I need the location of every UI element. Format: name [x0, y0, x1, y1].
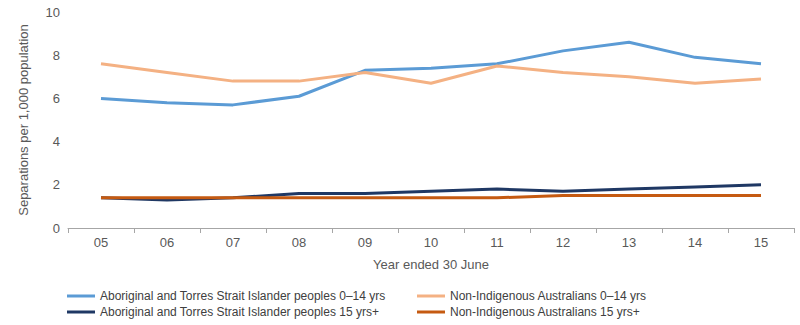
svg-text:2: 2 [53, 177, 60, 192]
svg-text:Separations per 1,000 populati: Separations per 1,000 population [16, 24, 31, 216]
svg-text:12: 12 [556, 235, 570, 250]
svg-text:07: 07 [226, 235, 240, 250]
svg-text:Aboriginal and Torres Strait I: Aboriginal and Torres Strait Islander pe… [100, 289, 385, 303]
svg-text:Year ended 30 June: Year ended 30 June [373, 257, 489, 272]
svg-text:Non-Indigenous Australians 0–1: Non-Indigenous Australians 0–14 yrs [450, 289, 646, 303]
svg-text:0: 0 [53, 221, 60, 236]
svg-text:8: 8 [53, 48, 60, 63]
svg-text:11: 11 [490, 235, 504, 250]
svg-text:13: 13 [622, 235, 636, 250]
svg-text:05: 05 [94, 235, 108, 250]
svg-text:10: 10 [46, 5, 60, 20]
svg-text:6: 6 [53, 91, 60, 106]
svg-text:08: 08 [292, 235, 306, 250]
svg-text:09: 09 [358, 235, 372, 250]
svg-text:15: 15 [754, 235, 768, 250]
svg-text:14: 14 [688, 235, 702, 250]
svg-text:Non-Indigenous Australians 15: Non-Indigenous Australians 15 yrs+ [450, 305, 640, 319]
svg-text:10: 10 [424, 235, 438, 250]
svg-text:4: 4 [53, 134, 60, 149]
svg-text:Aboriginal and Torres Strait I: Aboriginal and Torres Strait Islander pe… [100, 305, 379, 319]
svg-text:06: 06 [160, 235, 174, 250]
